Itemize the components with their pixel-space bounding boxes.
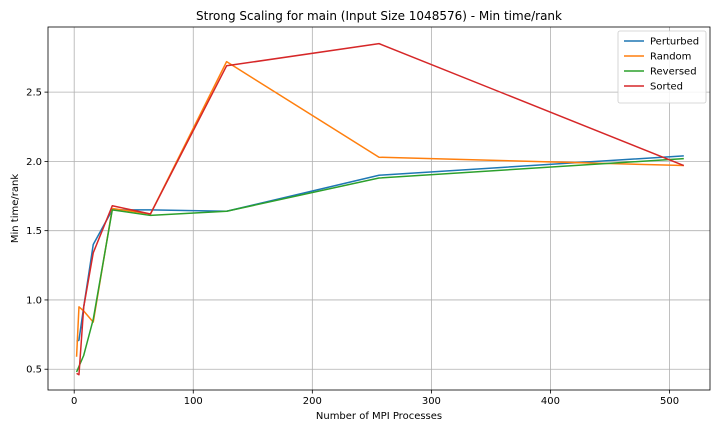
y-tick-label: 1.0: [26, 295, 42, 306]
legend-box: [617, 30, 707, 104]
x-tick-label: 0: [71, 396, 77, 407]
chart-title: Strong Scaling for main (Input Size 1048…: [196, 9, 562, 23]
x-tick-label: 200: [303, 396, 322, 407]
legend: Perturbed Random Reversed Sorted: [617, 30, 707, 104]
y-axis-label: Min time/rank: [10, 174, 21, 243]
plot-frame: [47, 26, 711, 391]
y-tick-label: 0.5: [26, 365, 42, 376]
series-lines: [75, 42, 685, 376]
x-tick-label: 300: [422, 396, 441, 407]
axis-ticks: 0 100 200 300 400 500 0.5 1.0 1.5 2.0 2.5: [26, 88, 679, 407]
x-tick-label: 100: [184, 396, 203, 407]
x-axis-label: Number of MPI Processes: [316, 411, 442, 422]
y-tick-label: 2.0: [26, 157, 42, 168]
y-tick-label: 1.5: [26, 226, 42, 237]
legend-label-reversed: Reversed: [650, 67, 697, 78]
legend-label-sorted: Sorted: [650, 82, 683, 93]
legend-label-perturbed: Perturbed: [650, 37, 699, 48]
series-line-sorted: [76, 42, 685, 376]
x-tick-label: 400: [541, 396, 560, 407]
y-tick-label: 2.5: [26, 88, 42, 99]
x-tick-label: 500: [660, 396, 679, 407]
legend-label-random: Random: [650, 52, 691, 63]
series-line-random: [75, 60, 684, 357]
